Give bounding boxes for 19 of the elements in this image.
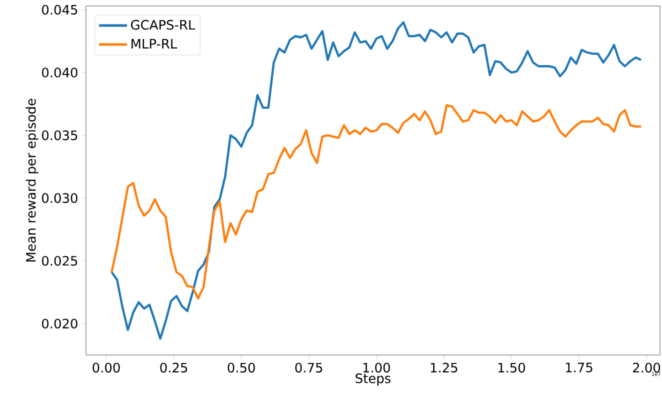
- y-axis-title: Mean reward per episode: [26, 98, 38, 262]
- legend-label: GCAPS-RL: [131, 20, 196, 30]
- legend-label: MLP-RL: [132, 39, 178, 48]
- x-tick-label: 0.25: [160, 362, 188, 373]
- y-tick-label: 0.025: [42, 256, 78, 266]
- y-tick-label: 0.020: [42, 318, 78, 329]
- x-tick-label: 1.00: [363, 362, 390, 373]
- x-tick-label: 2.00: [633, 362, 660, 373]
- x-axis-title: Steps: [356, 373, 390, 386]
- x-tick-label: 1.75: [566, 362, 592, 372]
- x-tick-label: 0.00: [92, 362, 120, 373]
- y-tick-label: 0.035: [42, 130, 78, 140]
- y-tick-label: 0.030: [42, 193, 78, 203]
- y-tick-label: 0.045: [42, 4, 78, 15]
- x-tick-label: 0.75: [295, 362, 322, 373]
- x-tick-label: 1.50: [498, 362, 525, 373]
- y-tick-label: 0.040: [42, 68, 78, 78]
- x-tick-label: 0.50: [228, 362, 255, 373]
- x-tick-label: 1.25: [430, 362, 458, 373]
